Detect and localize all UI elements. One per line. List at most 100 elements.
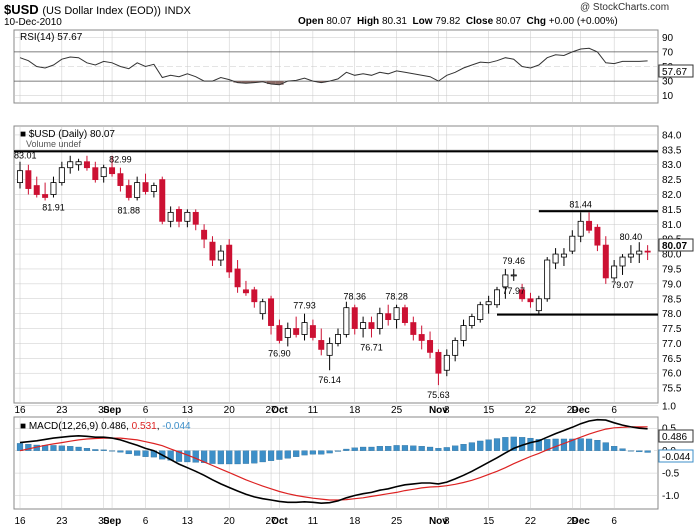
date-tick-label: Nov <box>429 516 448 527</box>
date-tick-label: 30 <box>98 405 110 416</box>
price-annotation: 79.46 <box>502 256 525 266</box>
rsi-fill-segment <box>241 81 251 84</box>
rsi-tick-label: 70 <box>662 47 674 58</box>
macd-histogram-bar <box>334 450 342 452</box>
macd-histogram-bar <box>142 450 149 457</box>
date-tick-label: 13 <box>182 516 194 527</box>
date-tick-label: 13 <box>182 405 194 416</box>
hist-current-value: -0.044 <box>662 452 691 463</box>
copyright: @ StockCharts.com <box>580 2 670 13</box>
open-label: Open <box>298 16 324 27</box>
rsi-fill-segment <box>275 81 284 85</box>
chart-date: 10-Dec-2010 <box>4 17 62 28</box>
price-tick-label: 84.0 <box>662 130 682 141</box>
macd-histogram-bar <box>443 447 450 451</box>
macd-histogram-bar <box>627 450 634 452</box>
price-current-value: 80.07 <box>662 241 687 252</box>
date-tick-label: 20 <box>224 405 236 416</box>
date-tick-label: 11 <box>308 516 319 527</box>
candle-body <box>217 250 224 261</box>
macd-current-box <box>658 429 694 443</box>
rsi-line <box>19 47 648 86</box>
macd-histogram-bar <box>393 445 400 451</box>
macd-histogram-bar <box>92 449 99 451</box>
macd-histogram-bar <box>418 446 425 451</box>
macd-histogram-bar <box>435 448 442 451</box>
rsi-tick-label: 90 <box>662 33 674 44</box>
hist-current-box <box>658 449 694 463</box>
date-tick-label: Oct <box>271 516 288 527</box>
macd-histogram-bar <box>493 438 501 451</box>
chart-symbol-name: (US Dollar Index (EOD)) <box>42 5 161 17</box>
candle-body <box>385 313 392 321</box>
candle-body <box>301 322 308 335</box>
candle-body <box>602 244 609 279</box>
candle-body <box>259 301 266 315</box>
chg-label: Chg <box>526 16 546 27</box>
price-tick-label: 81.0 <box>662 220 682 231</box>
macd-histogram-bar <box>535 439 542 451</box>
macd-histogram-bar <box>284 450 291 459</box>
low-label: Low <box>412 16 433 27</box>
date-tick-label: Nov <box>429 405 448 416</box>
candle-body <box>360 322 367 329</box>
candle-body <box>627 253 634 258</box>
candle-body <box>611 265 618 279</box>
macd-histogram-bar <box>117 450 124 453</box>
price-tick-label: 81.5 <box>662 205 682 216</box>
macd-histogram-bar <box>611 446 618 451</box>
macd-histogram-bar <box>201 450 208 463</box>
price-panel-frame <box>13 125 659 404</box>
date-tick-label: 18 <box>349 516 361 527</box>
candle-body <box>293 328 300 335</box>
date-tick-label: 15 <box>483 405 495 416</box>
price-annotation: 81.91 <box>42 202 65 212</box>
macd-histogram-bar <box>217 450 224 465</box>
candle-body <box>527 298 534 303</box>
macd-histogram-bar <box>175 450 183 462</box>
macd-histogram-bar <box>108 450 116 452</box>
candle-body <box>401 307 408 323</box>
high-value: 80.31 <box>381 16 407 27</box>
candle-body <box>318 340 325 350</box>
candle-body <box>42 194 49 198</box>
date-tick-label: 16 <box>14 405 26 416</box>
candle-body <box>33 185 40 195</box>
price-annotation: 79.07 <box>611 280 634 290</box>
date-tick-label: 25 <box>391 516 403 527</box>
candle-body <box>368 322 375 329</box>
macd-histogram-bar <box>192 450 199 463</box>
price-tick-label: 79.0 <box>662 279 682 290</box>
price-tick-label: 77.5 <box>662 324 682 335</box>
macd-histogram-bar <box>410 445 417 451</box>
macd-histogram-bar <box>16 443 24 451</box>
price-current-box <box>658 238 694 252</box>
candle-body <box>510 274 517 277</box>
candle-body <box>326 343 333 356</box>
macd-histogram-bar <box>67 446 74 451</box>
macd-histogram-bar <box>276 450 283 460</box>
candle-body <box>284 328 291 338</box>
date-tick-label: 23 <box>56 405 68 416</box>
rsi-grid <box>14 30 658 103</box>
candle-body <box>619 256 626 267</box>
macd-histogram-bar <box>485 439 492 451</box>
price-annotation: 76.71 <box>360 342 383 352</box>
macd-histogram-bar <box>75 446 82 451</box>
candle-body <box>134 182 141 198</box>
candle-body <box>644 250 651 253</box>
date-tick-label: 6 <box>611 516 617 527</box>
date-tick-label: 8 <box>444 405 450 416</box>
candle-body <box>460 325 467 341</box>
date-tick-label: 25 <box>391 405 403 416</box>
macd-line <box>19 418 648 505</box>
date-tick-label: 27 <box>265 405 277 416</box>
rsi-fill-segment <box>233 81 242 83</box>
macd-histogram-bar <box>644 450 651 453</box>
close-value: 80.07 <box>495 16 521 27</box>
macd-histogram-bar <box>309 450 316 455</box>
macd-histogram-bar <box>234 450 241 465</box>
